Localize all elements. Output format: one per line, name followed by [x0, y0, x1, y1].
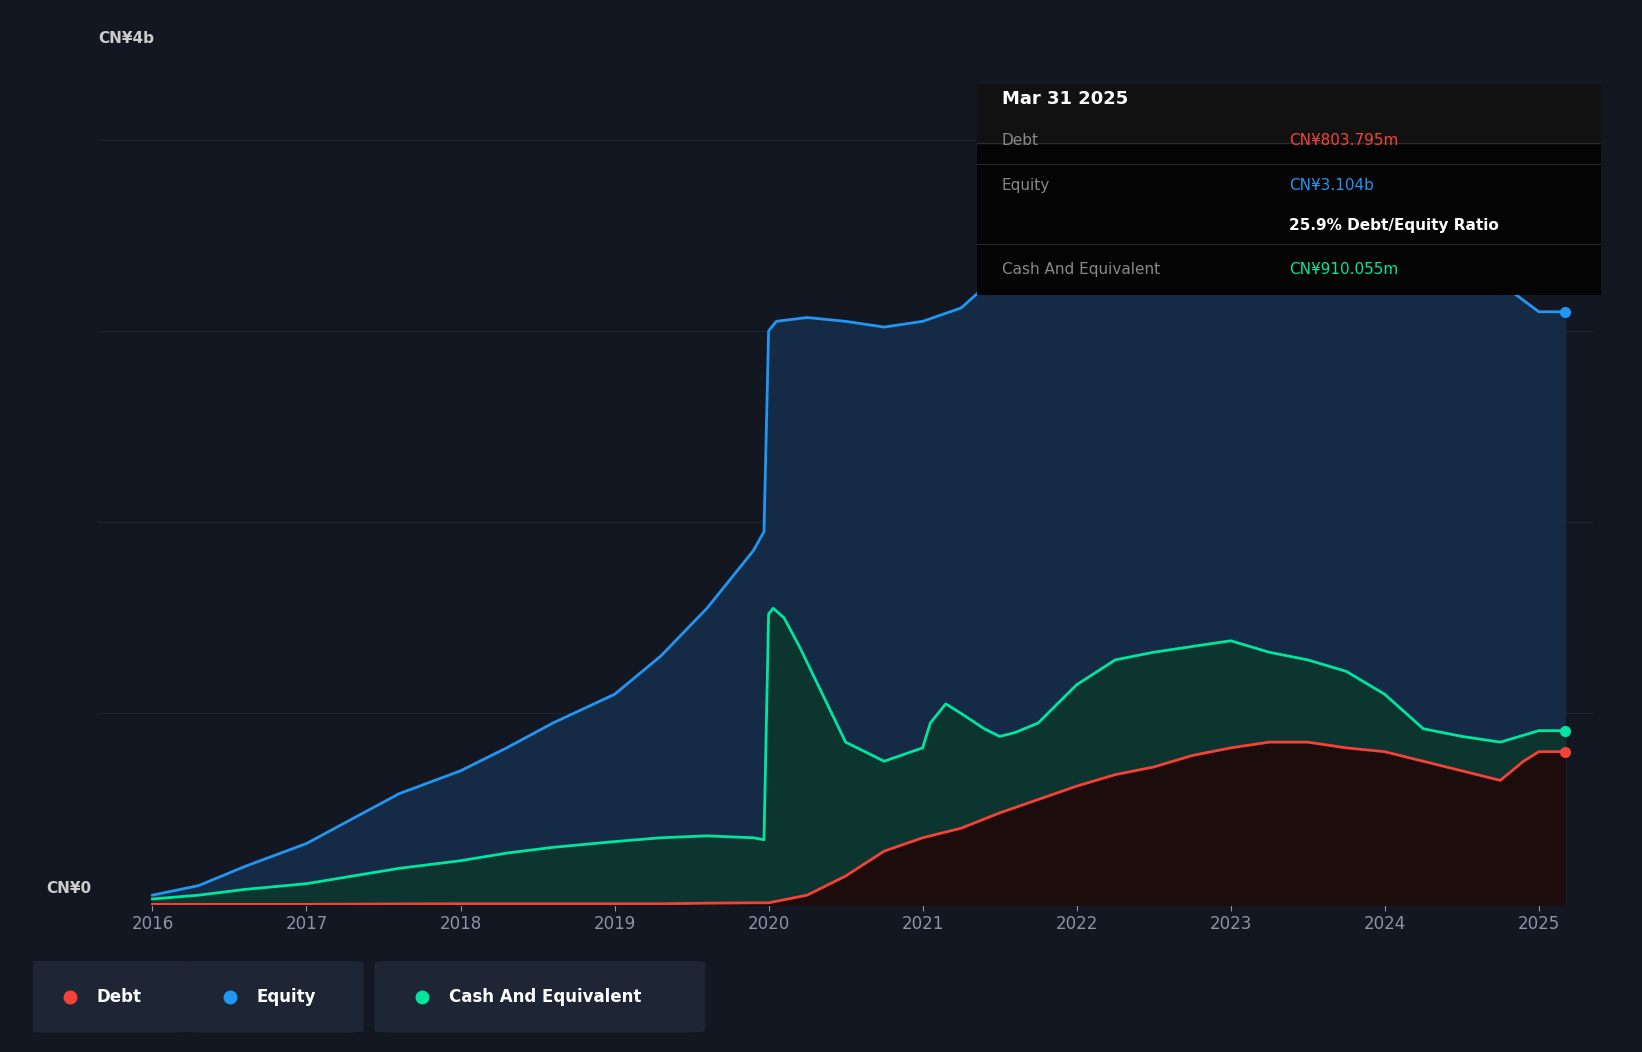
FancyBboxPatch shape	[23, 962, 194, 1033]
FancyBboxPatch shape	[374, 962, 706, 1033]
Text: CN¥4b: CN¥4b	[99, 32, 154, 46]
Text: Debt: Debt	[1002, 134, 1039, 148]
Text: 25.9% Debt/Equity Ratio: 25.9% Debt/Equity Ratio	[1289, 218, 1499, 232]
Text: Equity: Equity	[1002, 178, 1051, 193]
Text: CN¥3.104b: CN¥3.104b	[1289, 178, 1374, 193]
Text: Equity: Equity	[258, 988, 317, 1006]
FancyBboxPatch shape	[182, 962, 365, 1033]
Text: Cash And Equivalent: Cash And Equivalent	[1002, 262, 1161, 277]
Text: Mar 31 2025: Mar 31 2025	[1002, 90, 1128, 108]
Text: Debt: Debt	[97, 988, 141, 1006]
Text: CN¥0: CN¥0	[46, 882, 90, 896]
Text: Cash And Equivalent: Cash And Equivalent	[450, 988, 642, 1006]
Text: CN¥910.055m: CN¥910.055m	[1289, 262, 1399, 277]
Text: CN¥803.795m: CN¥803.795m	[1289, 134, 1399, 148]
Bar	[977, 84, 1601, 143]
